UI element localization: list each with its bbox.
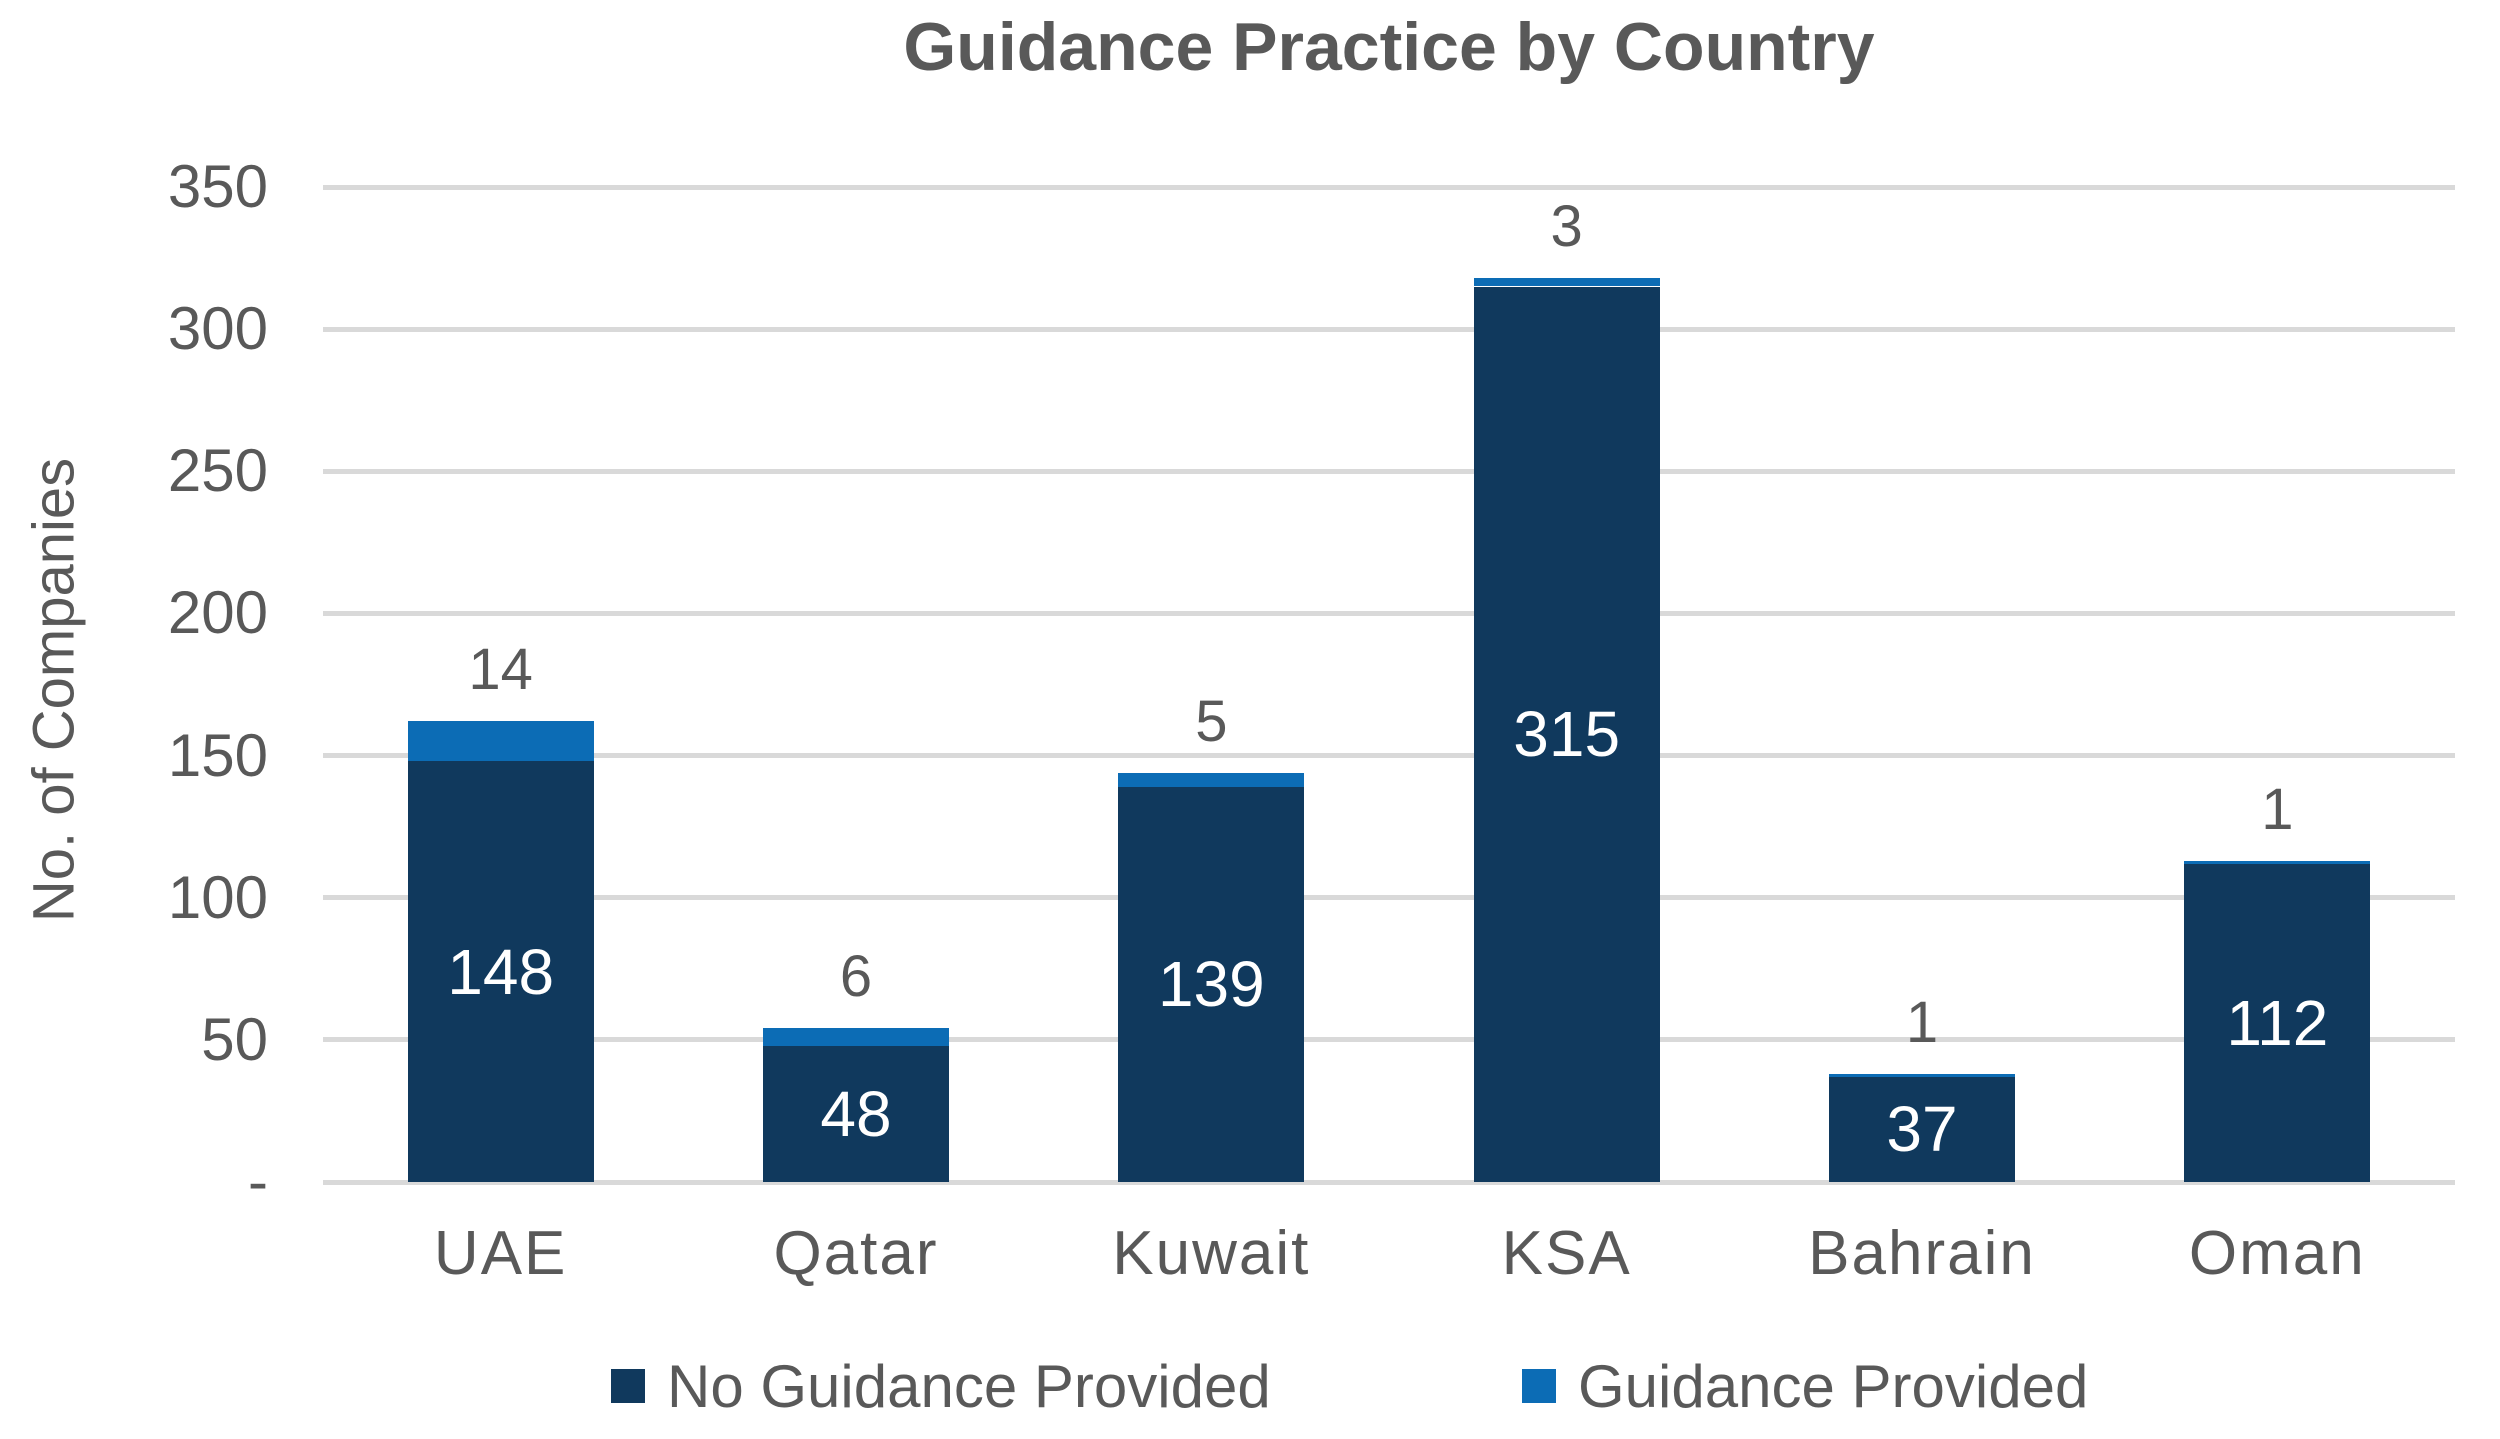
gridline [323,1037,2455,1043]
x-tick-label: UAE [433,1219,568,1288]
bar-value-label-no-guidance: 48 [820,1077,892,1150]
y-tick-label: - [248,1148,268,1215]
bar-value-label-no-guidance: 139 [1157,948,1265,1021]
bar-value-label-guidance: 3 [1550,193,1583,259]
bar-segment-no-guidance [407,761,594,1182]
gridline [323,1179,2455,1185]
x-tick-label: Qatar [773,1219,939,1288]
y-tick-label: 250 [167,437,268,505]
bar-value-label-no-guidance: 148 [447,935,555,1008]
bar-segment-no-guidance [1118,786,1305,1182]
x-tick-label: KSA [1501,1219,1632,1288]
bar-value-label-no-guidance: 315 [1513,698,1621,771]
bar-value-label-guidance: 1 [2261,776,2294,842]
bar-segment-guidance [1829,1073,2015,1077]
bar-segment-guidance [1473,277,1660,287]
y-tick-label: 50 [201,1005,268,1073]
x-tick-label: Bahrain [1808,1219,2036,1288]
y-tick-label: 300 [167,295,268,363]
bar-segment-no-guidance [763,1045,949,1182]
chart-title: Guidance Practice by Country [903,9,1875,85]
bar-segment-guidance [407,721,594,762]
gridline [323,895,2455,901]
y-tick-label: 350 [167,153,268,220]
legend-label-no-guidance: No Guidance Provided [667,1352,1271,1420]
gridline [323,326,2455,332]
y-tick-label: 100 [167,863,268,931]
bar-value-label-no-guidance: 112 [2226,986,2329,1059]
legend-entry-guidance: Guidance Provided [1522,1346,2088,1426]
bar-segment-guidance [763,1028,949,1046]
gridline [323,468,2455,474]
bar-segment-no-guidance [2184,863,2371,1182]
legend-marker-no-guidance-icon [611,1369,645,1403]
gridline [323,753,2455,759]
y-tick-label: 150 [167,721,268,789]
x-tick-label: Kuwait [1112,1219,1311,1288]
bar-value-label-guidance: 5 [1195,688,1228,754]
bar-segment-guidance [1118,772,1305,787]
gridline [323,184,2455,190]
legend-entry-no-guidance: No Guidance Provided [611,1346,1271,1426]
bar-value-label-guidance: 14 [468,637,533,703]
bar-value-label-guidance: 6 [839,944,873,1010]
y-axis-title: No. of Companies [21,457,87,923]
y-tick-label: 200 [167,579,268,647]
bar-value-label-no-guidance: 37 [1886,1093,1958,1166]
bar-segment-no-guidance [1829,1076,2015,1182]
gridline [323,610,2455,616]
bar-segment-no-guidance [1473,286,1660,1182]
x-tick-label: Oman [2188,1219,2366,1288]
bar-value-label-guidance: 1 [1905,989,1939,1055]
legend-label-guidance: Guidance Provided [1578,1352,2089,1420]
bar-segment-guidance [2184,860,2371,864]
legend-marker-guidance-icon [1522,1369,1556,1403]
